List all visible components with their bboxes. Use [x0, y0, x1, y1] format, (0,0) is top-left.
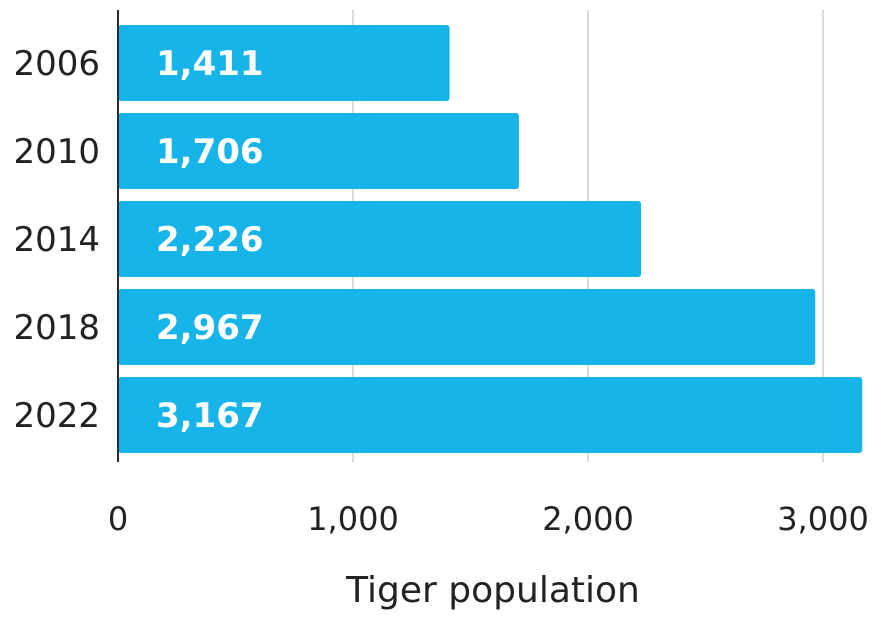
bars: [118, 25, 863, 453]
bar-2014: [118, 201, 642, 277]
data-label-2018: 2,967: [156, 308, 264, 348]
bar-2006: [118, 25, 450, 101]
data-label-2010: 1,706: [156, 132, 264, 172]
category-label-2022: 2022: [13, 396, 100, 436]
category-label-2006: 2006: [13, 44, 100, 84]
x-tick-label-3: 3,000: [777, 500, 869, 538]
labels: 1,411 2006 1,706 2010 2,226 2014 2,967 2018 3,16…: [13, 44, 868, 538]
x-tick-label-0: 0: [108, 500, 128, 538]
data-label-2006: 1,411: [156, 44, 264, 84]
bar-2010: [118, 113, 519, 189]
category-label-2014: 2014: [13, 220, 100, 260]
category-label-2018: 2018: [13, 308, 100, 348]
x-tick-label-2: 2,000: [542, 500, 634, 538]
x-axis-title: Tiger population: [345, 570, 640, 611]
data-label-2014: 2,226: [156, 220, 264, 260]
bar-2018: [118, 289, 816, 365]
category-label-2010: 2010: [13, 132, 100, 172]
data-label-2022: 3,167: [156, 396, 264, 436]
bar-2022: [118, 377, 863, 453]
x-tick-label-1: 1,000: [307, 500, 399, 538]
